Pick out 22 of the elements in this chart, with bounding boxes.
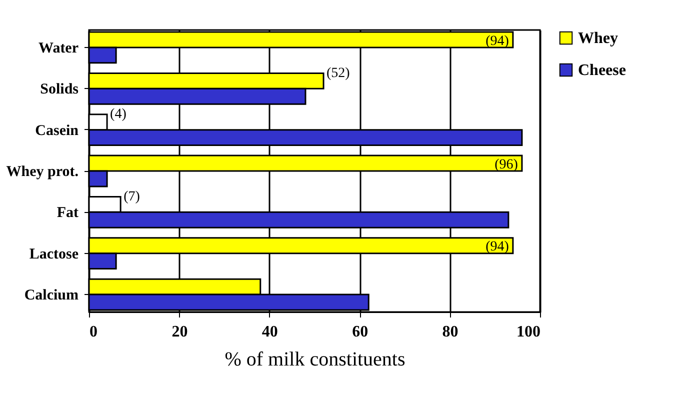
y-tick-label: Lactose xyxy=(29,246,79,262)
data-label: (52) xyxy=(326,66,350,81)
y-tick-label: Fat xyxy=(56,205,78,222)
data-label: (7) xyxy=(124,189,140,204)
legend-label: Cheese xyxy=(578,62,626,79)
y-tick-label: Solids xyxy=(40,82,79,98)
y-tick-label: Whey prot. xyxy=(6,164,79,180)
data-label: (94) xyxy=(486,240,510,255)
legend-label: Whey xyxy=(578,30,618,47)
data-label: (96) xyxy=(494,157,518,172)
y-tick-label: Calcium xyxy=(24,288,79,304)
x-axis-title: % of milk constituents xyxy=(224,348,406,370)
data-label: (94) xyxy=(486,34,510,49)
x-tick-label: 40 xyxy=(262,324,278,340)
x-tick-label: 20 xyxy=(172,324,188,340)
y-tick-label: Casein xyxy=(35,122,80,139)
x-tick-label: 60 xyxy=(352,324,368,340)
x-tick-label: 80 xyxy=(442,324,458,340)
x-tick-label: 100 xyxy=(516,324,540,340)
x-tick-label: 0 xyxy=(90,324,98,340)
data-label: (4) xyxy=(110,107,127,122)
y-tick-label: Water xyxy=(38,40,79,56)
